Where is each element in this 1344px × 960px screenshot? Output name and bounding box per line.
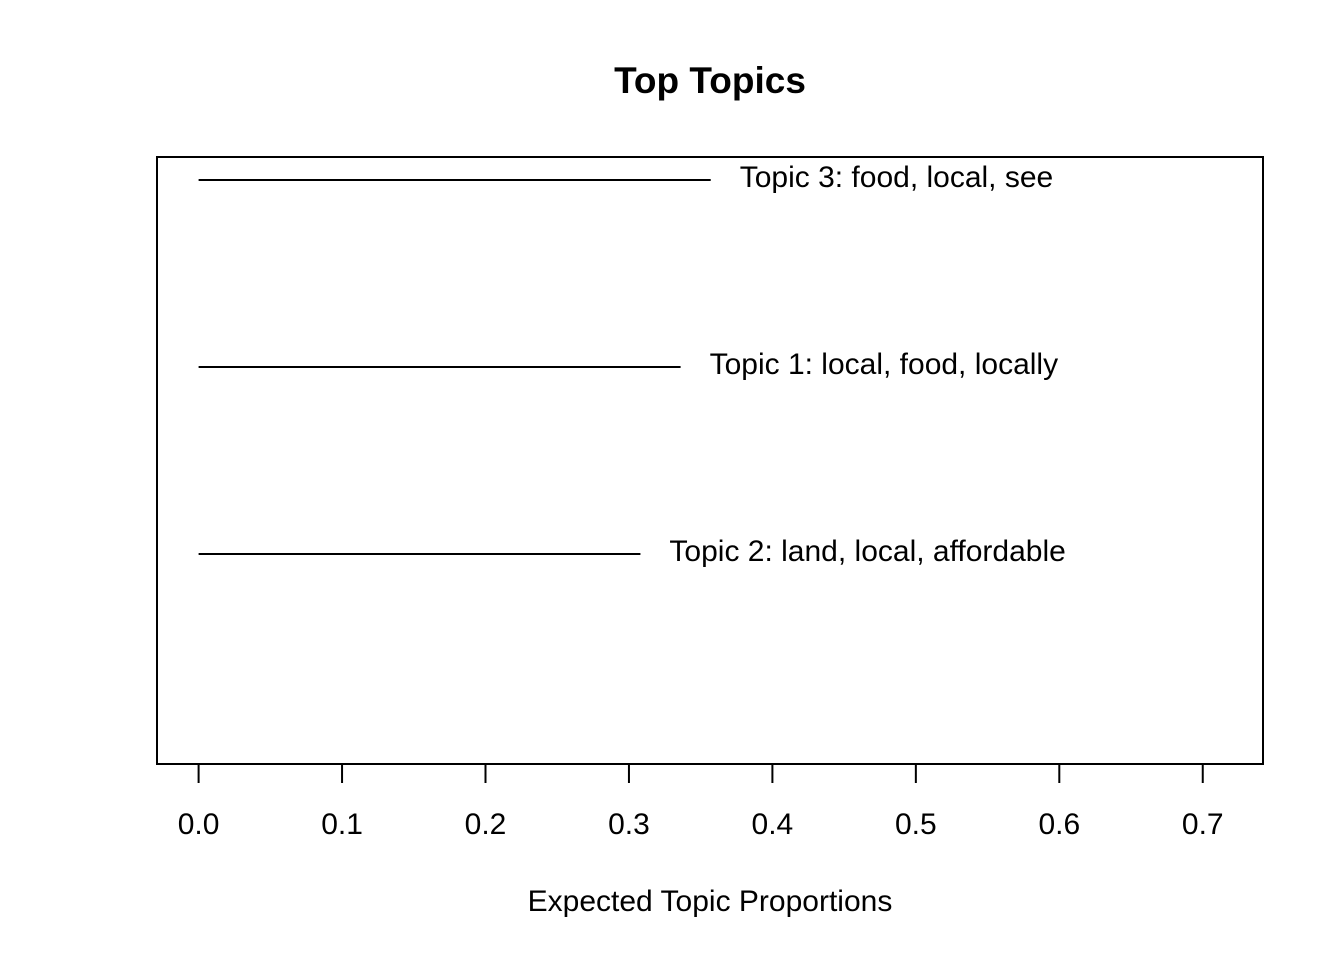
x-tick-labels-group: 0.0 0.1 0.2 0.3 0.4 0.5 0.6 0.7 xyxy=(178,808,1224,841)
topic-lines-group xyxy=(198,179,711,555)
x-tick-label: 0.0 xyxy=(178,808,220,841)
topic-label: Topic 3: food, local, see xyxy=(740,161,1054,194)
topic-label: Topic 1: local, food, locally xyxy=(710,348,1059,381)
x-tick-label: 0.3 xyxy=(608,808,650,841)
x-axis: 0.0 0.1 0.2 0.3 0.4 0.5 0.6 0.7 xyxy=(178,763,1224,841)
x-tick-label: 0.6 xyxy=(1038,808,1080,841)
topic-label: Topic 2: land, local, affordable xyxy=(669,535,1065,568)
x-tick-label: 0.7 xyxy=(1182,808,1224,841)
x-ticks-group xyxy=(197,764,1204,783)
x-tick-label: 0.1 xyxy=(321,808,363,841)
plot-frame xyxy=(156,156,1264,765)
topic-labels-group: Topic 3: food, local, see Topic 1: local,… xyxy=(669,161,1065,568)
x-tick-label: 0.4 xyxy=(752,808,794,841)
x-axis-label: Expected Topic Proportions xyxy=(528,885,893,918)
x-tick-label: 0.2 xyxy=(465,808,507,841)
x-tick-label: 0.5 xyxy=(895,808,937,841)
chart-title: Top Topics xyxy=(614,60,806,101)
